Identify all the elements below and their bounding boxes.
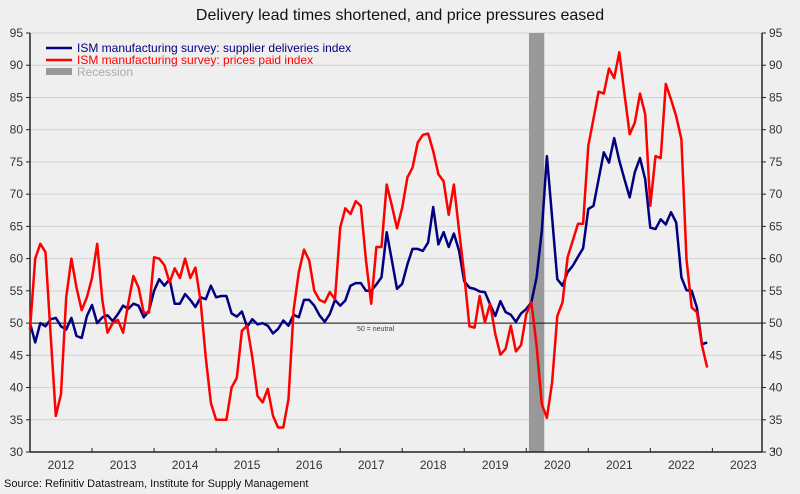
x-tick-label: 2021 — [606, 458, 633, 472]
x-tick-label: 2022 — [668, 458, 695, 472]
y-tick-label-left: 70 — [10, 187, 24, 201]
axes: 30 30 35 35 40 40 45 45 50 50 55 55 60 60 65 65 70 70 75 75… — [10, 26, 783, 472]
y-tick-label-right: 75 — [769, 155, 783, 169]
x-tick-label: 2012 — [48, 458, 75, 472]
y-tick-label-right: 55 — [769, 284, 783, 298]
x-tick-label: 2015 — [234, 458, 261, 472]
y-tick-label-right: 90 — [769, 58, 783, 72]
y-tick-label-left: 65 — [10, 219, 24, 233]
series-line-supplier-deliveries — [28, 136, 708, 346]
chart-title: Delivery lead times shortened, and price… — [196, 7, 604, 24]
y-tick-label-left: 60 — [10, 252, 24, 266]
recession-bar — [528, 33, 545, 452]
x-tick-label: 2019 — [482, 458, 509, 472]
x-tick-label: 2017 — [358, 458, 385, 472]
y-tick-label-right: 30 — [769, 445, 783, 459]
y-tick-label-left: 45 — [10, 348, 24, 362]
series-line-prices-paid — [28, 51, 709, 429]
x-tick-label: 2014 — [172, 458, 199, 472]
x-tick-label: 2023 — [730, 458, 757, 472]
y-tick-label-left: 50 — [10, 316, 24, 330]
y-tick-label-left: 30 — [10, 445, 24, 459]
y-tick-label-right: 80 — [769, 123, 783, 137]
x-tick-label: 2013 — [110, 458, 137, 472]
y-tick-label-right: 85 — [769, 90, 783, 104]
y-tick-label-left: 35 — [10, 413, 24, 427]
y-tick-label-right: 60 — [769, 252, 783, 266]
y-tick-label-right: 70 — [769, 187, 783, 201]
y-tick-label-left: 95 — [10, 26, 24, 40]
y-tick-label-right: 50 — [769, 316, 783, 330]
x-tick-label: 2020 — [544, 458, 571, 472]
x-tick-label: 2018 — [420, 458, 447, 472]
y-tick-label-left: 85 — [10, 90, 24, 104]
x-tick-label: 2016 — [296, 458, 323, 472]
gridlines — [30, 32, 762, 453]
y-tick-label-right: 40 — [769, 381, 783, 395]
y-tick-label-left: 40 — [10, 381, 24, 395]
y-tick-label-left: 90 — [10, 58, 24, 72]
source-note: Source: Refinitiv Datastream, Institute … — [4, 478, 308, 490]
recession-band — [528, 33, 545, 452]
legend-label-supplier-deliveries: ISM manufacturing survey: supplier deliv… — [77, 41, 351, 55]
legend: ISM manufacturing survey: supplier deliv… — [46, 41, 351, 79]
y-tick-label-left: 75 — [10, 155, 24, 169]
y-tick-label-left: 55 — [10, 284, 24, 298]
legend-label-recession: Recession — [77, 65, 133, 79]
y-tick-label-right: 35 — [769, 413, 783, 427]
y-tick-label-left: 80 — [10, 123, 24, 137]
legend-label-prices-paid: ISM manufacturing survey: prices paid in… — [77, 53, 313, 67]
series-lines — [28, 51, 709, 429]
legend-swatch-recession — [46, 68, 72, 75]
reference-line-label: 50 = neutral — [357, 326, 395, 333]
y-tick-label-right: 45 — [769, 348, 783, 362]
y-tick-label-right: 65 — [769, 219, 783, 233]
reference-line-group: 50 = neutral — [30, 322, 762, 333]
y-tick-label-right: 95 — [769, 26, 783, 40]
